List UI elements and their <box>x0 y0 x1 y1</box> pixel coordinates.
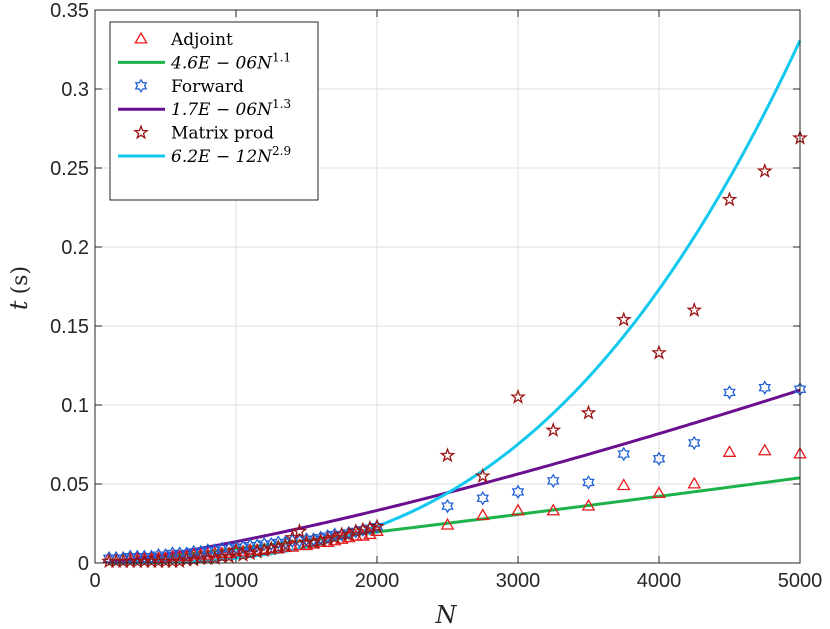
legend-label: 1.7E − 06N1.3 <box>171 97 291 120</box>
data-point <box>582 475 595 490</box>
data-point <box>291 523 308 539</box>
data-point <box>474 467 491 483</box>
data-point <box>722 445 737 457</box>
data-point <box>277 537 294 553</box>
data-point <box>581 498 596 511</box>
data-point <box>256 542 273 558</box>
data-point <box>263 540 280 556</box>
data-point <box>721 191 738 207</box>
x-tick-label: 1000 <box>214 570 259 592</box>
data-point <box>249 543 266 559</box>
fit-line <box>108 388 801 564</box>
data-point <box>616 478 631 491</box>
data-point <box>342 525 356 541</box>
data-point <box>511 503 525 516</box>
data-point <box>185 551 202 567</box>
data-point <box>305 534 322 550</box>
data-point <box>546 503 561 516</box>
legend-label-exponent: 1.1 <box>272 50 291 64</box>
data-point <box>363 521 377 536</box>
data-point <box>652 486 666 499</box>
data-point <box>319 530 336 547</box>
data-point <box>687 435 701 451</box>
data-point <box>362 519 378 535</box>
legend-marker <box>133 124 149 140</box>
data-point <box>441 498 454 514</box>
data-point <box>369 518 385 534</box>
data-point <box>242 545 259 561</box>
legend-box <box>109 21 319 201</box>
data-point <box>270 538 287 554</box>
legend-label: Forward <box>171 77 244 97</box>
series-matrix-prod <box>101 129 808 569</box>
legend-label: 6.2E − 12N2.9 <box>171 144 291 167</box>
data-point <box>545 421 562 438</box>
data-point <box>652 451 666 466</box>
data-point <box>510 388 526 404</box>
data-point <box>235 546 251 562</box>
data-point <box>440 517 455 530</box>
data-point <box>475 508 490 521</box>
legend-marker <box>134 78 148 94</box>
axes-box <box>94 9 801 564</box>
y-tick-label: 0.25 <box>50 158 89 180</box>
y-tick-label: 0.2 <box>61 237 89 259</box>
data-point <box>615 311 632 327</box>
data-point <box>347 523 364 539</box>
legend-label: 4.6E − 06N1.1 <box>170 50 291 73</box>
y-tick-label: 0.3 <box>61 79 89 101</box>
data-point <box>354 521 371 537</box>
data-point <box>312 532 329 548</box>
y-tick-label: 0.05 <box>50 474 89 496</box>
x-tick-label: 0 <box>89 570 100 592</box>
legend-label-exponent: 1.3 <box>272 97 291 111</box>
data-point <box>580 404 597 420</box>
legend-label: Adjoint <box>170 30 233 50</box>
x-tick-label: 3000 <box>496 570 541 592</box>
y-tick-label: 0.35 <box>50 0 89 22</box>
data-point <box>439 447 456 463</box>
ticks <box>94 9 801 564</box>
data-point <box>264 536 278 552</box>
tick-labels: 0 1000 2000 3000 4000 5000 0 0.05 0.1 0.15 0.2 0.25… <box>50 0 822 592</box>
y-axis-title: t (s) <box>5 266 33 310</box>
data-point <box>206 549 223 566</box>
data-point <box>687 476 702 489</box>
y-axis-title-variable: t <box>5 300 33 310</box>
data-point <box>758 380 772 395</box>
data-point <box>617 446 631 462</box>
data-point <box>159 547 172 563</box>
data-point <box>756 162 773 178</box>
data-point <box>651 344 667 360</box>
data-point <box>349 524 363 539</box>
data-point <box>293 533 306 549</box>
x-tick-label: 4000 <box>637 570 682 592</box>
data-point <box>757 443 772 456</box>
data-point <box>370 519 384 534</box>
legend-label-main: 1.7E − 06N <box>171 100 273 120</box>
y-axis-title-unit: (s) <box>8 266 33 294</box>
data-point <box>236 539 250 555</box>
legend-marker <box>134 31 148 44</box>
x-tick-label: 2000 <box>355 570 400 592</box>
x-tick-label: 5000 <box>778 570 823 592</box>
data-point <box>356 522 370 538</box>
legend-label-exponent: 2.9 <box>272 144 291 158</box>
data-point <box>546 473 560 489</box>
y-tick-label: 0.15 <box>50 316 89 338</box>
legend-label-main: 4.6E − 06N <box>170 53 273 73</box>
x-axis-title: N <box>435 601 458 629</box>
legend-label: Matrix prod <box>171 124 274 144</box>
data-point <box>723 385 736 400</box>
data-point <box>511 484 525 500</box>
y-tick-label: 0 <box>78 553 89 575</box>
legend-label-main: 6.2E − 12N <box>171 147 273 167</box>
data-point <box>476 490 490 506</box>
data-point <box>171 553 188 569</box>
y-tick-label: 0.1 <box>61 395 89 417</box>
data-point <box>686 301 703 317</box>
